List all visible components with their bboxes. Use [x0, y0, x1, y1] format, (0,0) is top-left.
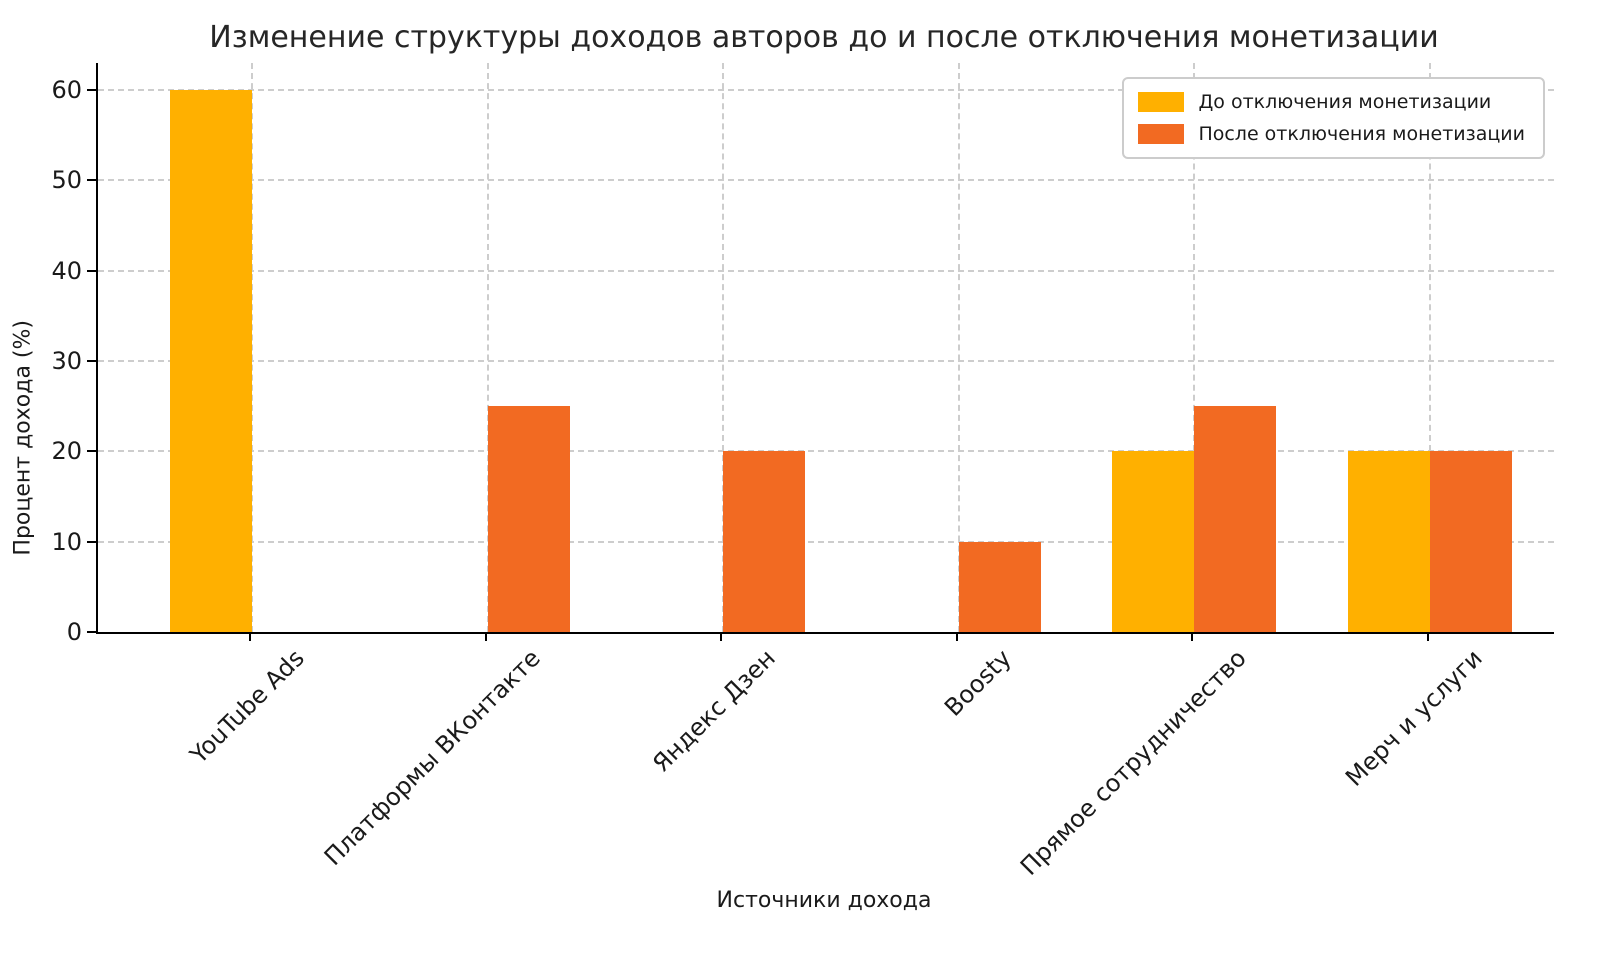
- legend-label-after: После отключения монетизации: [1198, 123, 1525, 145]
- gridline-vertical: [957, 63, 960, 632]
- y-tick-label: 0: [66, 618, 82, 646]
- y-tick-label: 10: [51, 527, 82, 556]
- bar-after-5: [1429, 451, 1512, 632]
- bar-after-3: [958, 542, 1041, 632]
- y-tick-label: 20: [51, 437, 82, 466]
- x-tick-mark: [484, 632, 487, 641]
- chart-title: Изменение структуры доходов авторов до и…: [209, 20, 1439, 55]
- bar-before-5: [1347, 451, 1430, 632]
- bar-after-4: [1194, 406, 1276, 632]
- y-tick-label: 30: [51, 347, 82, 376]
- bar-before-4: [1112, 451, 1194, 632]
- y-tick-mark: [87, 540, 96, 543]
- gridline-vertical: [251, 63, 253, 632]
- y-tick-label: 50: [51, 166, 82, 195]
- gridline-horizontal: [98, 269, 1554, 272]
- gridline-horizontal: [98, 450, 1554, 453]
- x-axis-label: Источники дохода: [716, 888, 932, 913]
- bar-after-2: [723, 451, 805, 632]
- gridline-horizontal: [98, 540, 1554, 543]
- y-tick-mark: [87, 89, 96, 92]
- y-tick-mark: [87, 631, 96, 633]
- x-tick-mark: [1191, 632, 1193, 641]
- legend: До отключения монетизации После отключен…: [1122, 77, 1545, 159]
- gridline-vertical: [1193, 63, 1195, 632]
- x-tick-mark: [249, 632, 251, 641]
- x-tick-mark: [720, 632, 722, 641]
- plot-area: [96, 63, 1554, 634]
- gridline-vertical: [486, 63, 489, 632]
- x-tick-mark: [1426, 632, 1429, 641]
- gridline-vertical: [722, 63, 724, 632]
- gridline-horizontal: [98, 360, 1554, 363]
- legend-label-before: До отключения монетизации: [1198, 91, 1492, 113]
- legend-item-after: После отключения монетизации: [1138, 123, 1525, 145]
- legend-item-before: До отключения монетизации: [1138, 91, 1525, 113]
- y-tick-label: 60: [51, 76, 82, 105]
- x-tick-mark: [955, 632, 958, 641]
- legend-swatch-before-icon: [1138, 92, 1185, 112]
- y-tick-label: 40: [51, 256, 82, 285]
- gridline-horizontal: [98, 179, 1554, 182]
- y-tick-mark: [87, 360, 96, 363]
- gridline-horizontal: [98, 89, 1554, 92]
- y-tick-mark: [87, 179, 96, 182]
- y-tick-mark: [87, 269, 96, 272]
- bar-after-1: [487, 406, 570, 632]
- gridline-vertical: [1428, 63, 1431, 632]
- legend-swatch-after-icon: [1138, 124, 1185, 144]
- y-tick-mark: [87, 450, 96, 453]
- bar-before-0: [170, 90, 252, 632]
